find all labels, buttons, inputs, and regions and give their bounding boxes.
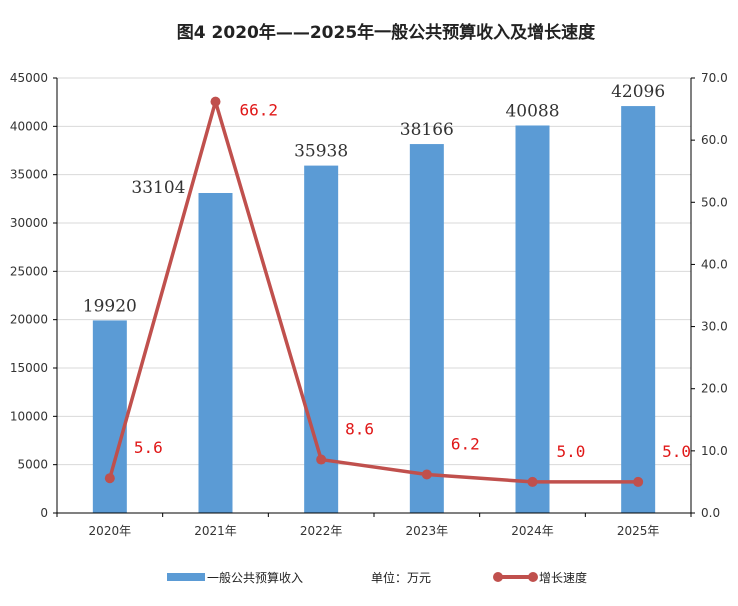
right-axis-tick-label: 40.0 bbox=[701, 257, 728, 271]
x-axis-tick-label: 2022年 bbox=[300, 524, 343, 538]
x-axis-tick-label: 2025年 bbox=[617, 524, 660, 538]
bar-value-label: 40088 bbox=[505, 101, 559, 121]
x-axis-tick-label: 2020年 bbox=[89, 524, 132, 538]
line-point bbox=[421, 469, 432, 480]
right-axis-tick-label: 10.0 bbox=[701, 444, 728, 458]
left-axis-tick-label: 25000 bbox=[10, 264, 48, 278]
bar bbox=[198, 192, 233, 513]
right-axis-tick-label: 0.0 bbox=[701, 506, 720, 520]
gridlines bbox=[57, 77, 691, 466]
line-point bbox=[527, 476, 538, 487]
left-axis-tick-label: 0 bbox=[40, 506, 48, 520]
x-axis-tick-label: 2023年 bbox=[406, 524, 449, 538]
legend-marker-growth-right bbox=[528, 572, 538, 582]
unit-note: 单位：万元 bbox=[371, 570, 431, 585]
bar-value-label: 35938 bbox=[294, 142, 348, 162]
legend-marker-growth-left bbox=[493, 572, 503, 582]
bar-value-label: 33104 bbox=[131, 178, 185, 198]
legend-label-growth: 增长速度 bbox=[539, 570, 587, 585]
data-labels: 19920 33104 35938 38166 40088 42096 5.6 66.2 8.6… bbox=[83, 82, 691, 461]
growth-rate-label: 5.0 bbox=[662, 442, 691, 461]
growth-rate-label: 5.0 bbox=[557, 442, 586, 461]
legend-label-revenue: 一般公共预算收入 bbox=[207, 570, 303, 585]
bar bbox=[92, 320, 127, 513]
right-axis-tick-label: 60.0 bbox=[701, 133, 728, 147]
growth-rate-label: 6.2 bbox=[451, 434, 480, 453]
chart-title: 图4 2020年——2025年一般公共预算收入及增长速度 bbox=[177, 22, 596, 43]
left-axis-tick-label: 5000 bbox=[17, 458, 48, 472]
growth-rate-label: 8.6 bbox=[345, 420, 374, 439]
bar bbox=[515, 125, 550, 513]
x-axis-tick-label: 2024年 bbox=[511, 524, 554, 538]
left-axis-tick-label: 40000 bbox=[10, 119, 48, 133]
line-point bbox=[210, 96, 221, 107]
growth-rate-label: 66.2 bbox=[240, 101, 279, 120]
right-axis-tick-label: 70.0 bbox=[701, 71, 728, 85]
left-axis-tick-label: 15000 bbox=[10, 361, 48, 375]
bar-value-label: 42096 bbox=[611, 82, 665, 102]
line-point bbox=[633, 476, 644, 487]
bar-value-label: 19920 bbox=[83, 296, 137, 316]
legend-swatch-revenue bbox=[167, 573, 205, 581]
left-axis-tick-label: 30000 bbox=[10, 216, 48, 230]
right-axis-tick-label: 20.0 bbox=[701, 382, 728, 396]
bar bbox=[621, 106, 656, 514]
line-point bbox=[316, 454, 327, 465]
right-axis-tick-label: 50.0 bbox=[701, 195, 728, 209]
right-axis-tick-label: 30.0 bbox=[701, 320, 728, 334]
growth-line bbox=[104, 96, 644, 487]
bars bbox=[92, 106, 656, 514]
growth-rate-label: 5.6 bbox=[134, 438, 163, 457]
bar-value-label: 38166 bbox=[400, 120, 454, 140]
left-axis-tick-label: 10000 bbox=[10, 409, 48, 423]
legend: 一般公共预算收入 单位：万元 增长速度 bbox=[167, 570, 587, 585]
growth-line-path bbox=[108, 99, 639, 484]
left-axis-tick-label: 35000 bbox=[10, 168, 48, 182]
left-axis-tick-label: 45000 bbox=[10, 71, 48, 85]
bar bbox=[409, 144, 444, 513]
x-axis-tick-label: 2021年 bbox=[194, 524, 237, 538]
left-axis-tick-label: 20000 bbox=[10, 313, 48, 327]
line-point bbox=[104, 473, 115, 484]
axes: 0 5000 10000 15000 20000 25000 30000 35000 40000… bbox=[10, 71, 728, 538]
